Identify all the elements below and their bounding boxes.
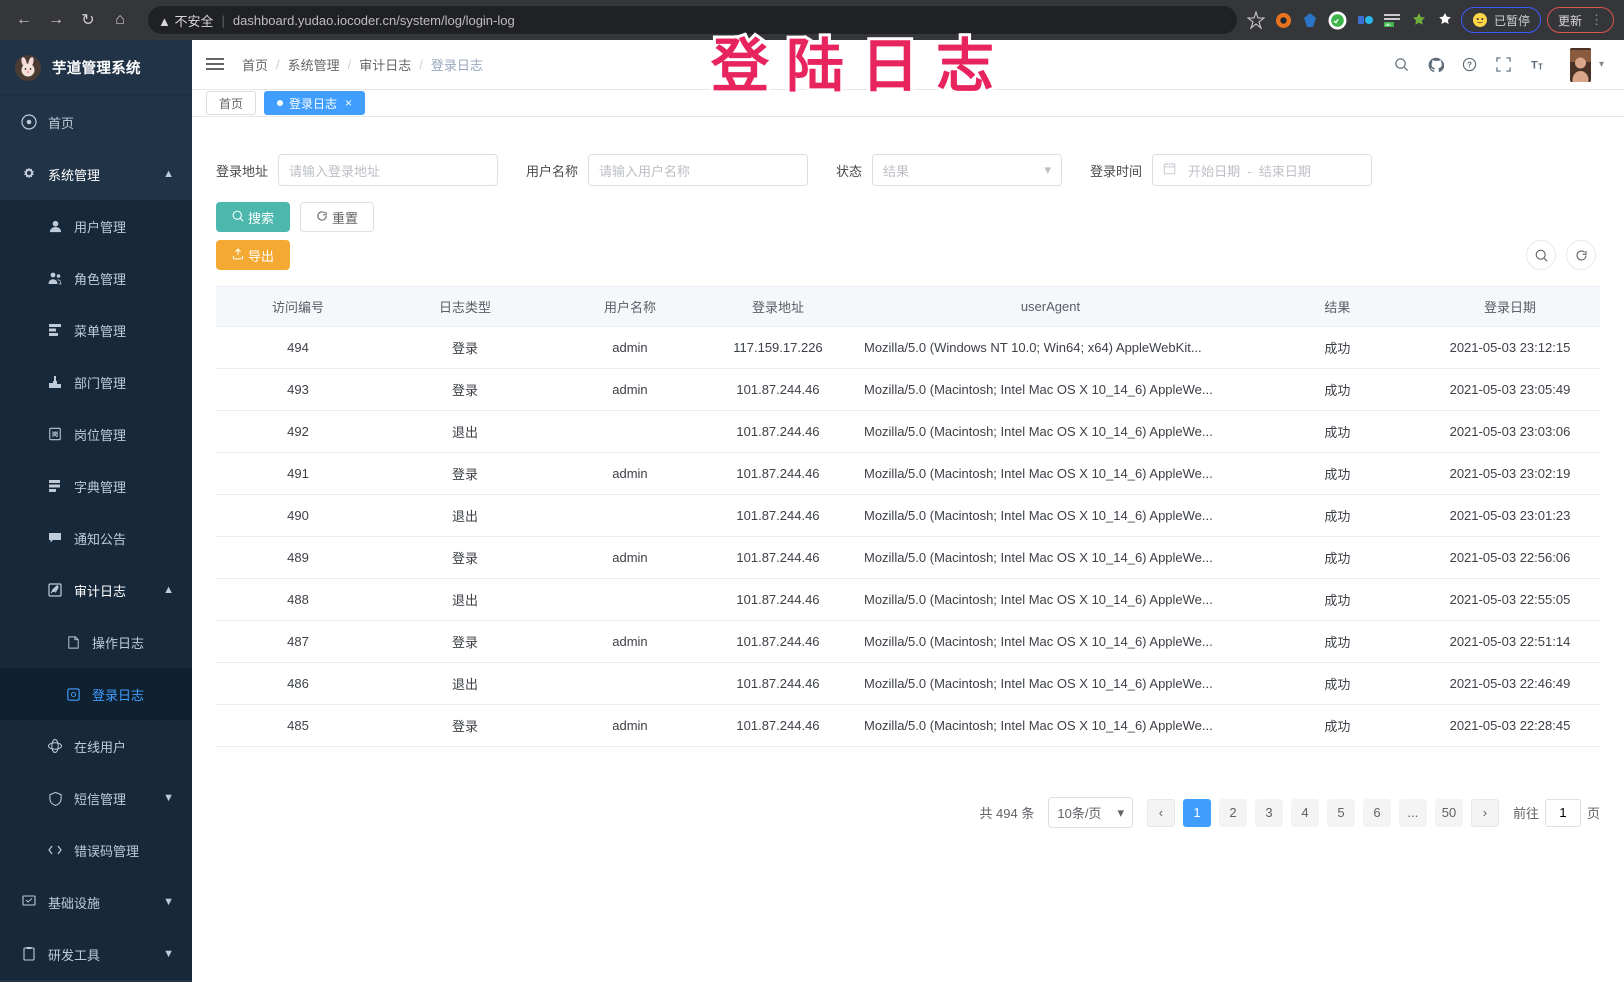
svg-text:T: T: [1538, 63, 1543, 72]
svg-text:?: ?: [1468, 61, 1473, 70]
svg-text:an: an: [1385, 22, 1391, 27]
svg-text:T: T: [1531, 60, 1538, 72]
svg-text:岗: 岗: [52, 431, 58, 439]
